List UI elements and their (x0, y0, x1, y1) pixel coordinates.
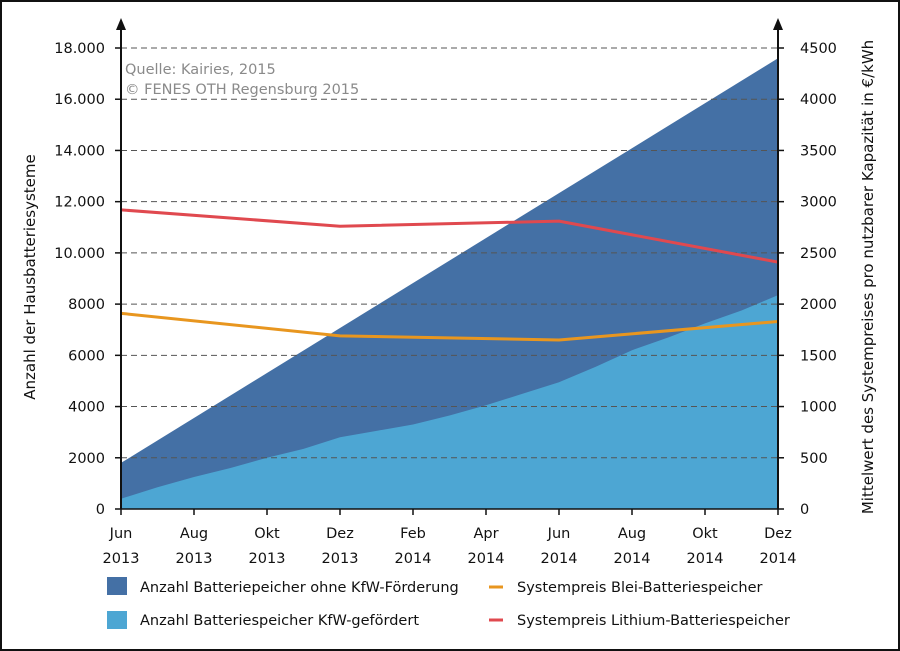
tick-labels: 0 2000 4000 6000 8000 10.000 12.000 14.000 16.00… (54, 41, 837, 567)
y-tick-label-9: 18.000 (54, 41, 105, 57)
line-layer (120, 208, 779, 342)
x-tick-year-2: 2013 (249, 551, 286, 567)
y2-tick-label-7: 3500 (800, 143, 837, 159)
y2-tick-label-8: 4000 (800, 92, 837, 108)
axes (115, 18, 784, 515)
x-tick-year-6: 2014 (541, 551, 578, 567)
y2-tick-label-0: 0 (800, 502, 809, 518)
y-tick-label-0: 0 (96, 502, 105, 518)
x-tick-year-7: 2014 (614, 551, 651, 567)
y-tick-label-3: 6000 (68, 348, 105, 364)
x-tick-month-5: Apr (473, 526, 498, 542)
y-tick-label-4: 8000 (68, 297, 105, 313)
y-tick-label-7: 14.000 (54, 143, 105, 159)
area-series-1 (121, 295, 778, 509)
y2-tick-label-3: 1500 (800, 348, 837, 364)
legend-label-blei: Systempreis Blei-Batteriespeicher (517, 580, 762, 596)
x-tick-year-9: 2014 (760, 551, 797, 567)
legend-label-lithium: Systempreis Lithium-Batteriespeicher (517, 613, 790, 629)
x-tick-month-4: Feb (400, 526, 426, 542)
x-tick-month-3: Dez (326, 526, 354, 542)
x-tick-year-4: 2014 (395, 551, 432, 567)
line-series-2 (120, 311, 779, 342)
y-tick-label-6: 12.000 (54, 195, 105, 211)
x-tick-month-0: Jun (109, 526, 133, 542)
y-axis-arrow (116, 18, 126, 30)
x-tick-month-2: Okt (254, 526, 280, 542)
line-series-3 (120, 208, 779, 264)
y-tick-label-5: 10.000 (54, 246, 105, 262)
x-tick-year-5: 2014 (468, 551, 505, 567)
y2-tick-label-2: 1000 (800, 400, 837, 416)
y2-tick-label-6: 3000 (800, 195, 837, 211)
x-tick-year-8: 2014 (687, 551, 724, 567)
y-tick-label-2: 4000 (68, 400, 105, 416)
area-layer (121, 58, 778, 509)
x-tick-month-1: Aug (180, 526, 208, 542)
y2-axis-title: Mittelwert des Systempreises pro nutzbar… (859, 40, 877, 514)
legend: Anzahl Batteriepeicher ohne KfW-Förderun… (107, 577, 790, 629)
y-tick-label-1: 2000 (68, 451, 105, 467)
x-tick-year-3: 2013 (322, 551, 359, 567)
y-tick-label-8: 16.000 (54, 92, 105, 108)
x-tick-month-6: Jun (547, 526, 571, 542)
y2-tick-label-5: 2500 (800, 246, 837, 262)
legend-swatch-kfw (107, 611, 127, 629)
source-line-1: Quelle: Kairies, 2015 (125, 62, 276, 78)
x-tick-month-9: Dez (764, 526, 792, 542)
y2-tick-label-1: 500 (800, 451, 828, 467)
y2-axis-arrow (773, 18, 783, 30)
x-tick-month-8: Okt (692, 526, 718, 542)
y2-tick-label-4: 2000 (800, 297, 837, 313)
legend-label-no-kfw: Anzahl Batteriepeicher ohne KfW-Förderun… (140, 580, 459, 596)
x-tick-year-0: 2013 (103, 551, 140, 567)
legend-swatch-no-kfw (107, 577, 127, 595)
legend-label-kfw: Anzahl Batteriespeicher KfW-gefördert (140, 613, 419, 629)
source-line-2: © FENES OTH Regensburg 2015 (125, 82, 359, 98)
y-axis-title: Anzahl der Hausbatteriesysteme (21, 154, 39, 399)
x-tick-month-7: Aug (618, 526, 646, 542)
x-tick-year-1: 2013 (176, 551, 213, 567)
y2-tick-label-9: 4500 (800, 41, 837, 57)
